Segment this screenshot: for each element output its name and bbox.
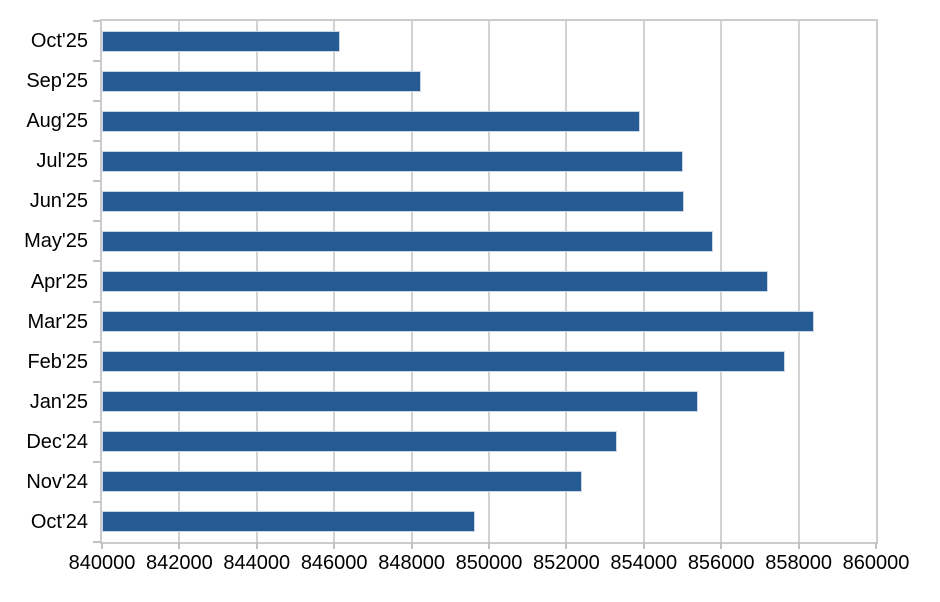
y-axis-category-label: Nov'24 (26, 470, 88, 493)
x-axis-tick-label: 850000 (455, 552, 523, 574)
y-axis-category-label: Apr'25 (30, 270, 88, 293)
y-axis-tick (93, 300, 100, 303)
bar (102, 471, 582, 493)
y-axis-tick (93, 260, 100, 263)
bar (102, 30, 340, 52)
x-axis-tick-label: 852000 (533, 552, 600, 574)
y-axis-tick (93, 380, 100, 383)
x-axis-tick (255, 542, 258, 549)
y-axis-tick (93, 420, 100, 423)
y-axis-category-label: Mar'25 (27, 310, 88, 333)
bar (102, 431, 617, 453)
plot-area (100, 19, 878, 544)
y-axis-category-label: Oct'24 (30, 510, 88, 533)
x-axis-tick-label: 840000 (68, 552, 136, 574)
y-axis-category-label: Sep'25 (26, 70, 88, 93)
y-axis-tick (93, 340, 100, 343)
bar (102, 311, 815, 333)
bar (102, 391, 698, 413)
bar (102, 110, 640, 132)
y-axis-category-label: Jan'25 (29, 390, 88, 413)
x-axis-tick (875, 542, 877, 549)
y-axis-tick (93, 220, 100, 223)
y-axis-tick (93, 140, 100, 143)
y-axis-tick (93, 60, 100, 63)
vertical-gridline (797, 21, 800, 542)
y-axis-tick (93, 500, 100, 503)
bar (102, 190, 685, 212)
x-axis-tick-label: 842000 (146, 552, 213, 574)
bar (102, 271, 768, 292)
y-axis-category-label: Aug'25 (26, 110, 88, 133)
x-axis-tick-label: 854000 (610, 552, 678, 574)
x-axis-tick-label: 848000 (378, 552, 445, 574)
x-axis-tick (565, 542, 568, 549)
x-axis-tick-label: 860000 (842, 552, 910, 574)
x-axis-tick-label: 856000 (687, 552, 755, 574)
x-axis-tick (797, 542, 800, 549)
y-axis-category-label: Jun'25 (29, 190, 88, 213)
y-axis-tick (93, 460, 100, 463)
bar (102, 351, 786, 373)
y-axis-category-label: Jul'25 (36, 150, 88, 173)
x-axis-tick (720, 542, 723, 549)
bar (102, 511, 476, 533)
x-axis-tick-label: 858000 (765, 552, 832, 574)
y-axis-category-label: Oct'25 (30, 30, 88, 53)
y-axis-tick (93, 20, 100, 22)
x-axis-tick (178, 542, 181, 549)
y-axis-category-label: May'25 (24, 230, 88, 253)
x-axis-tick (410, 542, 413, 549)
x-axis-tick (333, 542, 336, 549)
x-axis-tick-label: 844000 (223, 552, 291, 574)
y-axis-category-label: Dec'24 (26, 430, 88, 453)
bar (102, 150, 683, 172)
y-axis-tick (93, 180, 100, 183)
y-axis-tick (93, 100, 100, 103)
x-axis-tick-label: 846000 (300, 552, 368, 574)
y-axis-tick (93, 541, 100, 543)
x-axis-tick (101, 542, 103, 549)
bar (102, 70, 422, 92)
x-axis-tick (488, 542, 490, 549)
x-axis-tick (642, 542, 645, 549)
y-axis-category-label: Feb'25 (27, 350, 88, 373)
bar (102, 230, 714, 252)
